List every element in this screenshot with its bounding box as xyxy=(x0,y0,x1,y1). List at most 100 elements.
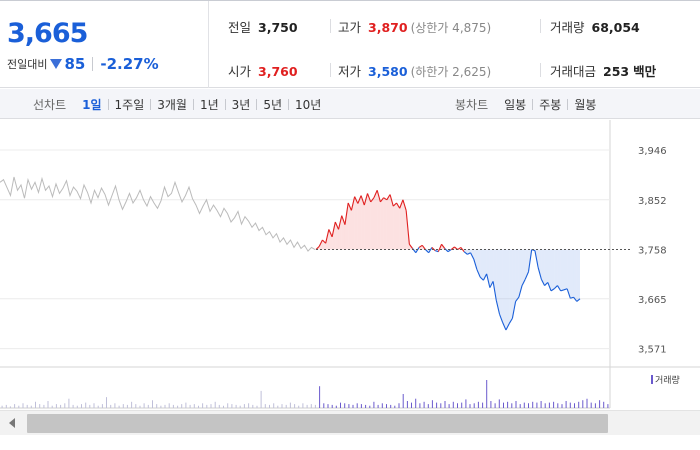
divider xyxy=(92,57,94,71)
current-price: 3,665 xyxy=(7,18,88,49)
volume-legend: 거래량 xyxy=(651,373,680,386)
stat-label: 저가 xyxy=(338,64,362,79)
price-line-segment xyxy=(341,215,346,225)
price-area-fill xyxy=(380,197,384,250)
price-line-segment xyxy=(495,300,501,315)
stat-open: 시가 3,760 xyxy=(228,61,298,80)
stat-value: 3,760 xyxy=(258,64,298,79)
price-line-segment xyxy=(325,229,330,244)
tab-divider xyxy=(256,98,258,110)
divider xyxy=(330,19,331,33)
price-line-segment xyxy=(334,221,340,230)
price-line-segment xyxy=(434,250,439,253)
price-line-segment xyxy=(470,252,475,260)
y-tick-label: 3,571 xyxy=(638,345,667,356)
price-line-segment xyxy=(318,239,323,247)
price-line-segment xyxy=(402,199,407,211)
tab-5y[interactable]: 5년 xyxy=(263,97,283,112)
tab-10y[interactable]: 10년 xyxy=(295,97,322,112)
tab-1w[interactable]: 1주일 xyxy=(114,97,145,112)
stat-unit: 백만 xyxy=(633,64,657,79)
price-line-segment xyxy=(376,190,381,203)
tab-1d[interactable]: 1일 xyxy=(82,97,102,112)
price-area-fill xyxy=(486,249,490,288)
tab-divider xyxy=(567,98,569,110)
price-area-fill xyxy=(493,249,497,301)
price-area-fill xyxy=(364,193,368,250)
price-area-fill xyxy=(357,195,362,250)
price-area-fill xyxy=(541,249,545,286)
horizontal-scrollbar[interactable] xyxy=(0,410,700,435)
price-area-fill xyxy=(367,193,371,250)
price-line-segment xyxy=(421,244,426,250)
divider xyxy=(540,63,541,77)
price-area-fill xyxy=(332,222,336,250)
price-line-segment xyxy=(566,288,571,299)
tab-divider xyxy=(532,98,534,110)
price-area-fill xyxy=(373,190,378,250)
change-rate: -2.27% xyxy=(100,55,159,73)
tab-divider xyxy=(288,98,290,110)
price-line-segment xyxy=(570,296,574,299)
price-line-segment xyxy=(354,196,359,204)
price-line-segment xyxy=(527,249,533,272)
stat-value: 3,870 xyxy=(368,20,408,35)
price-area-fill xyxy=(386,194,391,250)
tab-weekly[interactable]: 주봉 xyxy=(539,97,562,112)
tab-divider xyxy=(150,98,152,110)
price-line-segment xyxy=(547,282,552,292)
price-line-segment xyxy=(482,273,488,281)
price-area-fill xyxy=(557,249,561,291)
price-area-fill xyxy=(399,199,403,250)
price-area-fill xyxy=(551,249,555,291)
price-area-fill xyxy=(361,195,365,250)
price-line-segment xyxy=(386,194,391,201)
price-area-fill xyxy=(473,249,477,270)
stat-volume: 거래량 68,054 xyxy=(550,17,640,36)
price-area-fill xyxy=(505,249,510,331)
scroll-left-button[interactable] xyxy=(0,411,24,435)
price-line-segment xyxy=(447,249,452,253)
price-line-segment xyxy=(463,251,468,255)
previous-day-line xyxy=(0,176,316,252)
price-line-segment xyxy=(383,197,388,201)
stat-prev-close: 전일 3,750 xyxy=(228,17,298,36)
price-area-fill xyxy=(563,249,568,290)
price-area-fill xyxy=(512,249,516,319)
price-area-fill xyxy=(483,249,487,281)
price-line-segment xyxy=(418,244,423,248)
price-line-segment xyxy=(492,281,497,301)
quote-header: 3,665 전일대비 85 -2.27% 전일 3,750 고가 3,870 (… xyxy=(0,0,700,88)
price-line-segment xyxy=(396,202,401,209)
price-line-segment xyxy=(457,246,462,251)
tab-1y[interactable]: 1년 xyxy=(199,97,219,112)
down-triangle-icon xyxy=(50,59,63,69)
volume-legend-swatch xyxy=(651,375,653,384)
price-area-fill xyxy=(567,249,571,299)
y-tick-label: 3,758 xyxy=(638,246,667,257)
price-line-segment xyxy=(576,298,581,302)
stat-value: 68,054 xyxy=(591,20,640,35)
price-line-segment xyxy=(479,276,484,281)
price-line-segment xyxy=(550,288,555,292)
price-area-fill xyxy=(496,249,500,315)
chevron-left-icon xyxy=(9,418,15,428)
price-line-segment xyxy=(331,221,336,237)
price-line-segment xyxy=(544,281,549,286)
price-line-segment xyxy=(476,269,481,278)
price-area-fill xyxy=(489,249,494,288)
price-line-segment xyxy=(392,202,397,207)
tab-monthly[interactable]: 월봉 xyxy=(574,97,597,112)
price-line-segment xyxy=(563,288,568,291)
tab-3y[interactable]: 3년 xyxy=(231,97,251,112)
line-chart-title: 선차트 xyxy=(33,97,67,112)
stat-value: 3,750 xyxy=(258,20,298,35)
stat-label: 시가 xyxy=(228,64,252,79)
price-line-segment xyxy=(328,229,333,238)
tab-3m[interactable]: 3개월 xyxy=(157,97,187,112)
tab-daily[interactable]: 일봉 xyxy=(504,97,527,112)
stat-label: 거래대금 xyxy=(550,64,597,79)
stat-low: 저가 3,580 (하한가 2,625) xyxy=(338,61,491,80)
scroll-thumb[interactable] xyxy=(27,414,608,433)
price-summary: 3,665 전일대비 85 -2.27% xyxy=(0,1,209,88)
